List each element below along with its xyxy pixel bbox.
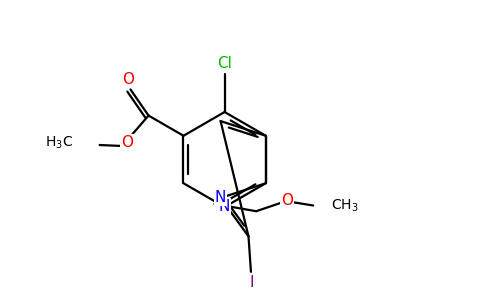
Text: CH$_3$: CH$_3$ xyxy=(331,197,359,214)
Text: Cl: Cl xyxy=(217,56,232,71)
Text: N: N xyxy=(219,200,230,214)
Text: N: N xyxy=(215,190,226,206)
Text: H$_3$C: H$_3$C xyxy=(45,134,74,151)
Text: I: I xyxy=(250,275,254,290)
Text: O: O xyxy=(281,193,293,208)
Text: O: O xyxy=(122,71,134,86)
Text: O: O xyxy=(121,135,133,150)
